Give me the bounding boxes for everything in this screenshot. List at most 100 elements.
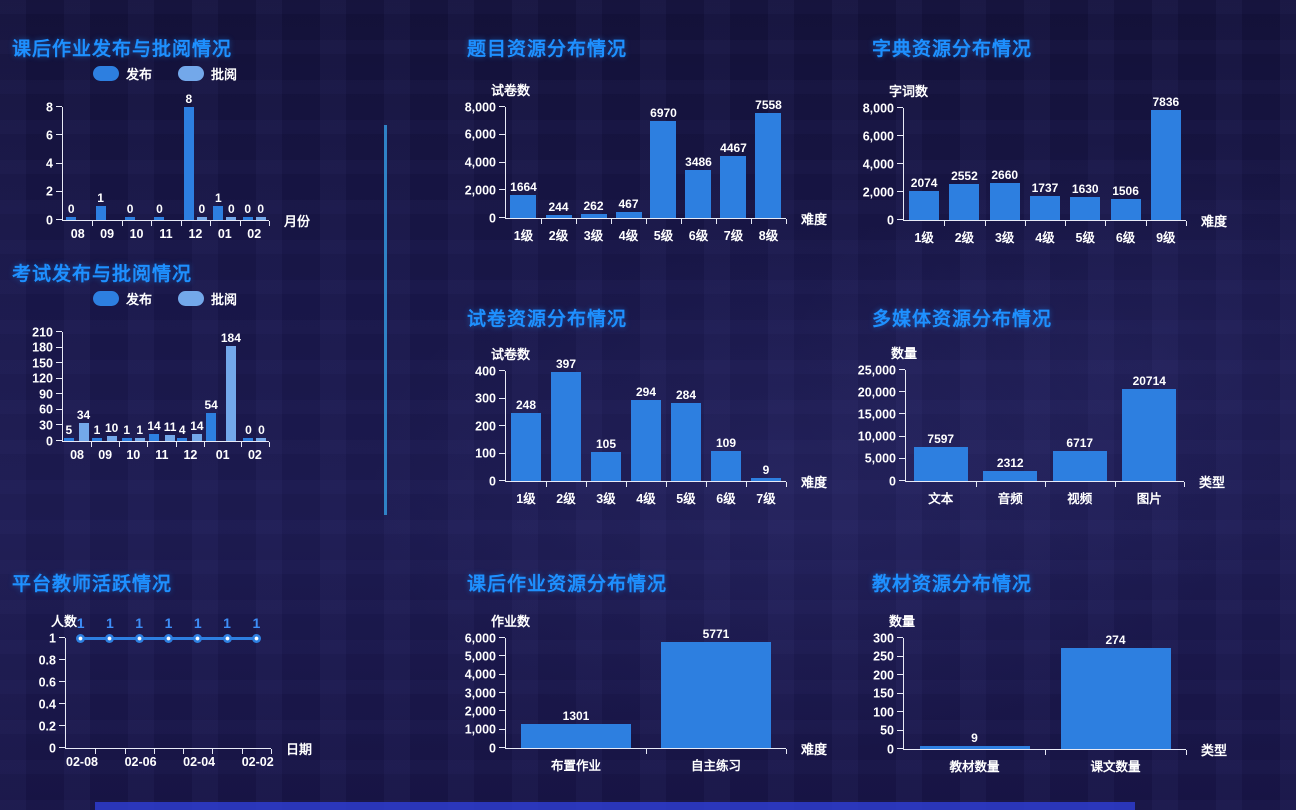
bar[interactable] (551, 371, 581, 481)
bar[interactable] (149, 433, 159, 441)
y-tick-mark (499, 161, 505, 163)
bar[interactable] (919, 745, 1030, 749)
bar[interactable] (545, 214, 572, 218)
chart-title: 字典资源分布情况 (872, 39, 1033, 60)
line-point[interactable] (222, 633, 232, 643)
y-tick-label: 150 (32, 355, 53, 370)
legend-item[interactable]: 批阅 (178, 64, 237, 83)
bar-value-label: 2312 (996, 455, 1024, 470)
line-segment (168, 636, 198, 640)
y-tick-label: 2,000 (862, 184, 894, 199)
bar-group: 1 (91, 423, 102, 441)
bar[interactable] (615, 211, 642, 218)
category-slot: 6级 109 (706, 371, 747, 506)
bar-group: 397 (551, 358, 581, 481)
line-point[interactable] (164, 633, 173, 643)
bar[interactable] (196, 217, 207, 220)
category-slot: 自主练习 5771 (646, 628, 787, 773)
bar[interactable] (521, 724, 631, 748)
bar[interactable] (949, 184, 980, 220)
bar[interactable] (125, 217, 136, 220)
bar[interactable] (1122, 389, 1177, 481)
bar[interactable] (720, 156, 747, 218)
line-point[interactable] (105, 633, 115, 643)
bar[interactable] (671, 402, 701, 481)
bar[interactable] (1052, 451, 1107, 481)
bar[interactable] (1110, 198, 1141, 220)
bar[interactable] (711, 451, 741, 481)
bar[interactable] (226, 217, 237, 220)
bar[interactable] (580, 214, 607, 218)
bar[interactable] (591, 452, 621, 481)
chart-legend: 发布 批阅 (62, 64, 268, 83)
bar[interactable] (1029, 195, 1060, 220)
category-slot: 1级 1664 (506, 107, 542, 243)
bar[interactable] (121, 438, 132, 441)
bar[interactable] (913, 447, 968, 481)
bar[interactable] (631, 400, 661, 481)
bar[interactable] (242, 217, 253, 220)
y-tick-mark (56, 424, 62, 426)
bar[interactable] (165, 435, 176, 441)
category-slots: 08 5 34 09 1 10 10 1 1 11 14 11 12 4 14 01 54 184 02 0 0 (63, 332, 271, 462)
legend-label: 批阅 (211, 67, 238, 82)
bar[interactable] (63, 438, 74, 441)
legend-item[interactable]: 发布 (92, 64, 152, 83)
bar-value-label: 5 (65, 423, 73, 437)
bar[interactable] (225, 345, 236, 441)
line-point[interactable] (251, 633, 261, 643)
bar-value-label: 105 (595, 437, 617, 452)
bar[interactable] (751, 478, 781, 481)
line-point[interactable] (76, 633, 86, 643)
bar[interactable] (511, 412, 541, 481)
bar-group: 1301 (521, 710, 631, 748)
legend-item[interactable]: 批阅 (178, 289, 237, 308)
y-tick-label: 1,000 (464, 722, 496, 737)
bar[interactable] (1150, 110, 1181, 220)
category-slot: 3级 2660 (985, 108, 1027, 245)
bar-value-label: 1 (93, 423, 101, 437)
category-slot: 2级 2552 (944, 108, 986, 245)
bar[interactable] (191, 433, 202, 441)
category-slot (95, 638, 126, 754)
bar[interactable] (755, 113, 782, 218)
x-tick-label: 09 (100, 227, 115, 241)
y-axis-name: 试卷数 (491, 347, 531, 362)
line-point[interactable] (193, 633, 203, 643)
bar[interactable] (256, 438, 267, 441)
bar[interactable] (183, 107, 194, 220)
bar[interactable] (154, 217, 165, 220)
bar[interactable] (95, 205, 106, 220)
bar[interactable] (213, 205, 224, 220)
bar[interactable] (650, 121, 677, 218)
legend-item[interactable]: 发布 (92, 289, 152, 308)
bar-value-label: 9 (762, 463, 770, 477)
bar[interactable] (255, 217, 266, 220)
bar-value-label: 0 (198, 202, 206, 216)
bar[interactable] (66, 217, 77, 220)
bar[interactable] (685, 169, 712, 218)
bar[interactable] (106, 435, 117, 441)
line-point[interactable] (134, 633, 144, 643)
x-tick-label: 01 (215, 448, 230, 462)
y-tick-label: 3,000 (464, 685, 496, 700)
y-tick-mark (499, 425, 505, 426)
bar[interactable] (909, 190, 940, 220)
bar[interactable] (91, 438, 102, 441)
bar[interactable] (134, 438, 145, 441)
bar[interactable] (989, 182, 1020, 220)
bar[interactable] (243, 438, 254, 441)
bar[interactable] (1060, 647, 1171, 749)
x-tick-label: 教材数量 (949, 760, 1000, 774)
bar[interactable] (510, 194, 537, 218)
bar[interactable] (661, 642, 771, 748)
y-tick-label: 210 (32, 324, 53, 339)
bar[interactable] (206, 412, 217, 441)
bar[interactable] (177, 438, 188, 441)
y-tick-mark (56, 134, 62, 136)
bar[interactable] (1070, 197, 1101, 220)
bar[interactable] (983, 470, 1038, 481)
bar-group: 10 (105, 422, 118, 441)
bar[interactable] (78, 423, 89, 441)
legend-label: 发布 (125, 292, 152, 307)
